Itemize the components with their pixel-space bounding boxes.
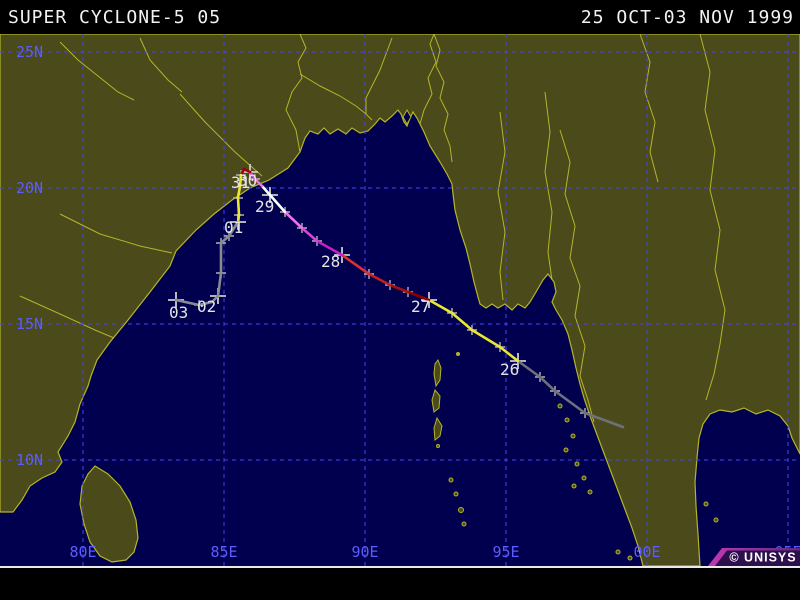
latitude-label: 10N [16,451,43,469]
track-segment [315,239,344,257]
track-segment [388,283,410,294]
bottom-separator-line [0,566,800,568]
track-segment [210,294,220,304]
latitude-label: 25N [16,43,43,61]
track-date-label: 27 [411,297,430,316]
track-date-label: 02 [197,297,216,316]
track-segment [260,184,272,197]
track-segment [367,272,392,287]
delta-island [402,108,412,126]
track-segment [538,375,557,393]
track-segment [197,300,214,307]
longitude-label: 90E [351,543,378,561]
track-segment [216,271,223,298]
banner-body [715,550,800,566]
track-segment [268,193,287,214]
rivers-and-borders [19,33,726,423]
track-segment [227,220,240,238]
track-segment [553,389,587,415]
track-date-label: 28 [321,252,340,271]
track-date-label: 26 [500,360,519,379]
track-date-label: 30 [238,171,257,190]
track-segment [583,411,625,429]
island-sri-lanka [79,465,139,563]
track-segment [498,345,520,363]
track-segment [340,253,371,276]
bay-of-bengal-map: 25N20N15N10N80E85E90E95E00E05E2627282931… [0,33,800,567]
track-segment [174,298,201,307]
track-segment [516,359,542,379]
track-segment [236,196,241,217]
track-segment [427,298,454,315]
map-area: 25N20N15N10N80E85E90E95E00E05E2627282931… [0,33,800,567]
mergui-islands [557,403,719,561]
track-segment [238,173,243,188]
track-segment [236,184,242,200]
track-segment [450,311,474,332]
date-range: 25 OCT-03 NOV 1999 [580,7,794,28]
track-segment [248,170,257,181]
storm-title: SUPER CYCLONE-5 05 [8,7,222,28]
track-date-label: 03 [169,303,188,322]
title-bar: SUPER CYCLONE-5 05 25 OCT-03 NOV 1999 [0,0,800,34]
longitude-label: 00E [633,543,660,561]
unisys-logo: © UNISYS [708,548,800,566]
track-segment [300,226,319,243]
longitude-label: 85E [210,543,237,561]
nicobar-islands [448,477,467,527]
longitude-label: 80E [69,543,96,561]
track-segment [283,210,304,230]
track-segment [406,290,431,302]
track-segment [219,234,231,245]
unisys-banner: © UNISYS [708,548,800,566]
latitude-label: 15N [16,315,43,333]
track-segment [470,328,502,349]
track-date-label: 29 [255,197,274,216]
unisys-label: © UNISYS [729,551,796,565]
andaman-islands [431,352,460,448]
track-segment [253,177,264,188]
track-date-label: 31 [231,173,250,192]
track-date-label: 01 [224,218,243,237]
grid-and-track-overlay: 25N20N15N10N80E85E90E95E00E05E2627282931… [0,34,800,566]
longitude-label: 95E [492,543,519,561]
latitude-label: 20N [16,179,43,197]
